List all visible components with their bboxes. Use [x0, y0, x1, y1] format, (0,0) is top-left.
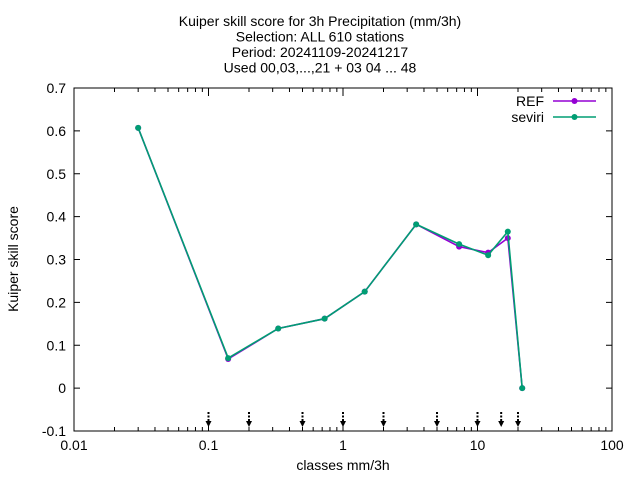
y-tick-label: 0.6: [47, 123, 67, 139]
threshold-marker-arrow: [299, 421, 306, 427]
threshold-marker-arrow: [498, 421, 505, 427]
series-lines: [135, 124, 526, 392]
plot-frame: [73, 87, 613, 432]
x-tick-label: 100: [600, 437, 624, 453]
title-line-0: Kuiper skill score for 3h Precipitation …: [179, 13, 461, 29]
y-tick-label: 0.7: [47, 80, 67, 96]
y-tick-label: 0.3: [47, 252, 67, 268]
chart-title: Kuiper skill score for 3h Precipitation …: [179, 13, 461, 76]
threshold-marker-arrow: [245, 421, 252, 427]
data-point-seviri: [413, 221, 420, 228]
x-tick-label: 0.01: [60, 437, 87, 453]
data-point-seviri: [135, 124, 142, 131]
data-point-seviri: [504, 228, 511, 235]
x-tick-label: 1: [339, 437, 347, 453]
data-point-seviri: [519, 385, 526, 392]
y-tick-label: 0.1: [47, 337, 67, 353]
data-point-seviri: [275, 325, 282, 332]
data-point-seviri: [321, 315, 328, 322]
threshold-marker-arrow: [514, 421, 521, 427]
title-line-3: Used 00,03,...,21 + 03 04 ... 48: [224, 60, 417, 76]
legend-label-seviri: seviri: [511, 109, 544, 125]
threshold-marker-arrow: [434, 421, 441, 427]
y-tick-label: 0: [58, 380, 66, 396]
data-point-seviri: [361, 288, 368, 295]
threshold-marker-arrow: [340, 421, 346, 427]
x-tick-label: 10: [470, 437, 486, 453]
y-tick-label: 0.5: [47, 166, 67, 182]
y-tick-label: 0.4: [47, 209, 67, 225]
data-point-seviri: [485, 252, 492, 259]
y-axis-label: Kuiper skill score: [5, 206, 21, 312]
data-point-seviri: [225, 355, 232, 362]
y-tick-label: 0.2: [47, 294, 67, 310]
series-line-seviri: [137, 127, 523, 389]
series-line-REF: [137, 127, 523, 389]
threshold-marker-arrow: [205, 421, 212, 427]
legend-label-REF: REF: [516, 93, 544, 109]
x-tick-label: 0.1: [199, 437, 219, 453]
title-line-1: Selection: ALL 610 stations: [236, 29, 404, 45]
x-axis: 0.01 0.1 1 10 100: [60, 88, 624, 453]
title-line-2: Period: 20241109-20241217: [232, 44, 409, 60]
threshold-marker-arrow: [380, 421, 387, 427]
legend-swatch-point: [571, 114, 578, 120]
y-tick-label: -0.1: [42, 423, 66, 439]
y-axis: -0.1 0 0.1 0.2 0.3 0.4 0.5 0.6 0.7: [42, 80, 612, 439]
threshold-marker-arrow: [474, 421, 481, 427]
x-axis-label: classes mm/3h: [296, 457, 389, 473]
legend-swatch-point: [571, 98, 578, 104]
data-point-seviri: [456, 241, 463, 248]
threshold-markers: [205, 412, 521, 427]
